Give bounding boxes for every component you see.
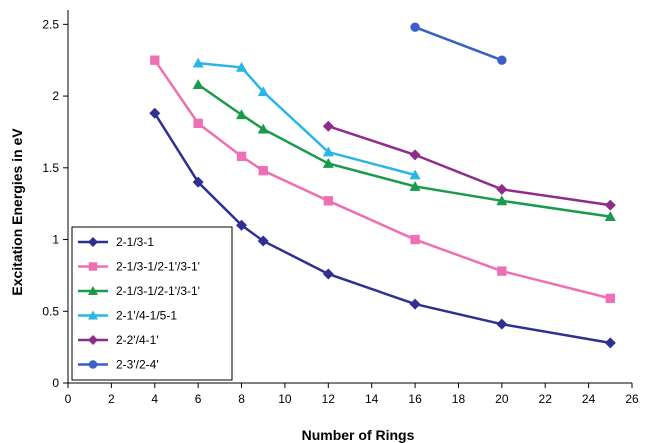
legend-swatch-marker <box>89 262 98 271</box>
y-tick-label: 1 <box>52 233 59 247</box>
data-point <box>410 23 419 32</box>
x-tick-label: 18 <box>452 392 466 406</box>
data-point <box>193 119 202 128</box>
legend-label: 2-1/3-1/2-1'/3-1' <box>116 284 200 298</box>
x-tick-label: 14 <box>365 392 379 406</box>
data-point <box>323 158 334 168</box>
data-point <box>237 152 246 161</box>
data-point <box>410 149 421 160</box>
legend-swatch-marker <box>89 360 98 369</box>
series-line <box>328 126 610 205</box>
series-line <box>198 63 415 175</box>
legend-label: 2-1/3-1 <box>116 235 154 249</box>
x-tick-label: 24 <box>582 392 596 406</box>
data-point <box>605 337 616 348</box>
x-tick-label: 10 <box>278 392 292 406</box>
data-point <box>496 184 507 195</box>
x-tick-label: 20 <box>495 392 509 406</box>
data-point <box>150 56 159 65</box>
series-5 <box>323 121 616 211</box>
data-point <box>410 235 419 244</box>
data-point <box>606 294 615 303</box>
legend-label: 2-2'/4-1' <box>116 333 159 347</box>
y-tick-label: 0.5 <box>42 304 59 318</box>
legend-label: 2-1/3-1/2-1'/3-1' <box>116 260 200 274</box>
data-point <box>259 166 268 175</box>
y-tick-label: 2 <box>52 89 59 103</box>
data-point <box>496 319 507 330</box>
x-tick-labels: 02468101214161820222426 <box>65 383 639 406</box>
y-axis-title: Excitation Energies in eV <box>9 128 25 296</box>
x-tick-label: 22 <box>539 392 553 406</box>
legend: 2-1/3-1 2-1/3-1/2-1'/3-1' 2-1/3-1/2-1'/3-1… <box>72 227 232 380</box>
x-tick-label: 4 <box>151 392 158 406</box>
legend-label: 2-1'/4-1/5-1 <box>116 309 177 323</box>
x-axis-title: Number of Rings <box>302 427 415 443</box>
x-tick-label: 6 <box>195 392 202 406</box>
series-line <box>415 27 502 60</box>
y-tick-label: 0 <box>52 376 59 390</box>
y-tick-label: 2.5 <box>42 17 59 31</box>
data-point <box>323 268 334 279</box>
series-4 <box>193 58 421 180</box>
data-point <box>605 200 616 211</box>
series-6 <box>410 23 506 65</box>
data-point <box>497 56 506 65</box>
x-tick-label: 12 <box>322 392 336 406</box>
data-point <box>410 299 421 310</box>
data-point <box>497 266 506 275</box>
data-point <box>323 121 334 132</box>
x-tick-label: 2 <box>108 392 115 406</box>
x-tick-label: 8 <box>238 392 245 406</box>
x-tick-label: 0 <box>65 392 72 406</box>
data-point <box>193 79 204 89</box>
data-point <box>324 196 333 205</box>
y-tick-label: 1.5 <box>42 161 59 175</box>
legend-label: 2-3'/2-4' <box>116 358 159 372</box>
y-tick-labels: 0 0.5 1 1.5 2 2.5 <box>42 17 68 390</box>
x-tick-label: 16 <box>408 392 422 406</box>
x-tick-label: 26 <box>625 392 639 406</box>
